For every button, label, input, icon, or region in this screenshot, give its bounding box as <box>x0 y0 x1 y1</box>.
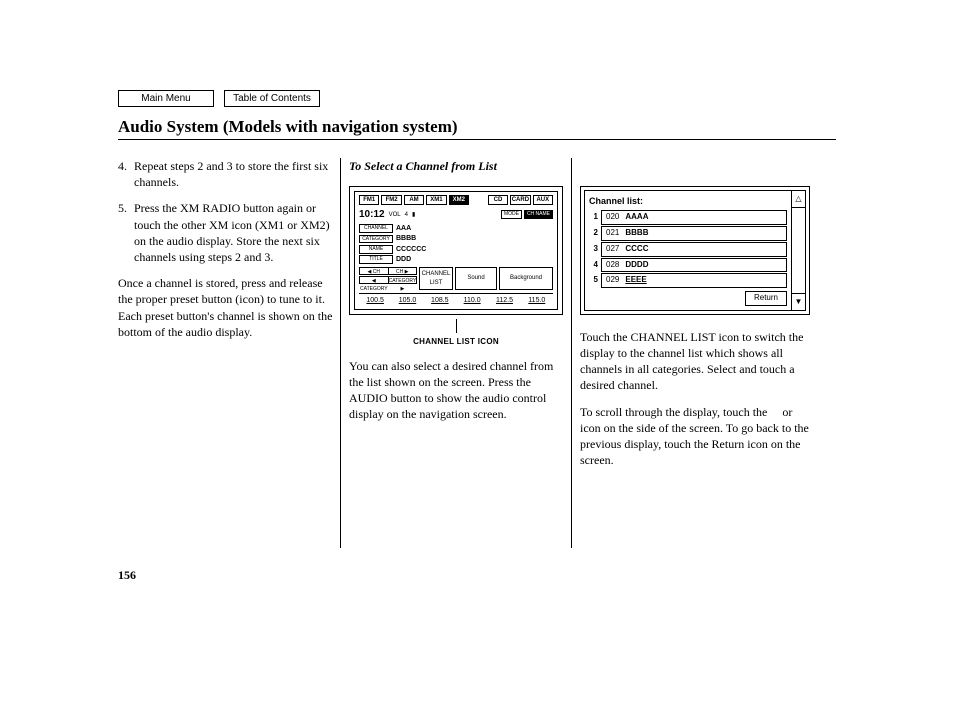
name-label: NAME <box>359 245 393 254</box>
channel-list-figure: Channel list: 1020AAAA 2021BBBB 3027CCCC… <box>580 186 810 315</box>
band-xm2[interactable]: XM2 <box>449 195 469 205</box>
step-5-text: Press the XM RADIO button again or touch… <box>134 200 336 265</box>
cl-row-4[interactable]: 028DDDD <box>601 258 787 273</box>
step-4-text: Repeat steps 2 and 3 to store the first … <box>134 158 336 190</box>
channel-list-button[interactable]: CHANNEL LIST <box>419 267 453 289</box>
cl-row-num: 3 <box>589 242 601 257</box>
audio-display-figure: FM1 FM2 AM XM1 XM2 CD CARD AUX 10:12 VOL… <box>349 186 563 315</box>
step-4-number: 4. <box>118 158 134 190</box>
page-title: Audio System (Models with navigation sys… <box>118 117 836 137</box>
subheading: To Select a Channel from List <box>349 158 563 174</box>
preset-6[interactable]: 115.0 <box>521 294 553 307</box>
step-5-number: 5. <box>118 200 134 265</box>
band-card[interactable]: CARD <box>510 195 530 205</box>
band-row: FM1 FM2 AM XM1 XM2 CD CARD AUX <box>359 195 553 205</box>
cl-row-2[interactable]: 021BBBB <box>601 226 787 241</box>
cl-row-num: 2 <box>589 226 601 241</box>
cl-row-num: 1 <box>589 210 601 225</box>
preset-4[interactable]: 110.0 <box>456 294 488 307</box>
col3-paragraph-1: Touch the CHANNEL LIST icon to switch th… <box>580 329 810 394</box>
band-cd[interactable]: CD <box>488 195 508 205</box>
nav-tabs: Main Menu Table of Contents <box>118 90 836 107</box>
band-xm1[interactable]: XM1 <box>426 195 446 205</box>
preset-3[interactable]: 108.5 <box>424 294 456 307</box>
column-2: To Select a Channel from List FM1 FM2 AM… <box>341 158 571 548</box>
preset-5[interactable]: 112.5 <box>488 294 520 307</box>
scroll-up-icon[interactable]: △ <box>792 191 805 208</box>
sound-button[interactable]: Sound <box>455 267 497 289</box>
band-am[interactable]: AM <box>404 195 424 205</box>
toc-button[interactable]: Table of Contents <box>224 90 320 107</box>
scroll-bar: △ ▼ <box>791 191 805 310</box>
col3-paragraph-2: To scroll through the display, touch the… <box>580 404 810 469</box>
background-button[interactable]: Background <box>499 267 553 289</box>
return-button[interactable]: Return <box>745 291 787 306</box>
band-aux[interactable]: AUX <box>533 195 553 205</box>
page-number: 156 <box>118 568 836 583</box>
name-value: CCCCCC <box>396 245 426 254</box>
column-1: 4. Repeat steps 2 and 3 to store the fir… <box>118 158 340 548</box>
cl-row-num: 5 <box>589 273 601 288</box>
category-label: CATEGORY <box>359 235 393 244</box>
figure-caption: CHANNEL LIST ICON <box>349 337 563 348</box>
channel-value: AAA <box>396 224 411 233</box>
main-menu-button[interactable]: Main Menu <box>118 90 214 107</box>
cl-row-5[interactable]: 029EEEE <box>601 273 787 288</box>
column-3: Channel list: 1020AAAA 2021BBBB 3027CCCC… <box>572 158 810 548</box>
channel-label: CHANNEL <box>359 224 393 233</box>
preset-row: 100.5 105.0 108.5 110.0 112.5 115.0 <box>359 293 553 307</box>
title-value: DDD <box>396 255 411 264</box>
preset-1[interactable]: 100.5 <box>359 294 391 307</box>
scroll-down-icon[interactable]: ▼ <box>792 293 805 310</box>
title-rule <box>118 139 836 140</box>
col2-paragraph: You can also select a desired channel fr… <box>349 358 563 423</box>
category-tune-arrows[interactable]: ◀ CATEGORY CATEGORY ▶ <box>359 276 417 284</box>
category-value: BBBB <box>396 234 416 243</box>
mode-value: CH NAME <box>524 210 553 219</box>
callout-leader <box>349 319 563 337</box>
vol-label: VOL <box>389 211 401 219</box>
mode-button[interactable]: MODE <box>501 210 522 219</box>
title-label: TITLE <box>359 255 393 264</box>
col1-paragraph: Once a channel is stored, press and rele… <box>118 275 336 340</box>
cl-row-1[interactable]: 020AAAA <box>601 210 787 225</box>
vol-level: 4 <box>405 211 408 219</box>
band-fm2[interactable]: FM2 <box>381 195 401 205</box>
band-fm1[interactable]: FM1 <box>359 195 379 205</box>
preset-2[interactable]: 105.0 <box>391 294 423 307</box>
ch-tune-arrows[interactable]: ◀ CH CH ▶ <box>359 267 417 275</box>
cl-row-3[interactable]: 027CCCC <box>601 242 787 257</box>
channel-list-title: Channel list: <box>589 195 787 207</box>
cl-row-num: 4 <box>589 258 601 273</box>
clock: 10:12 <box>359 208 385 222</box>
